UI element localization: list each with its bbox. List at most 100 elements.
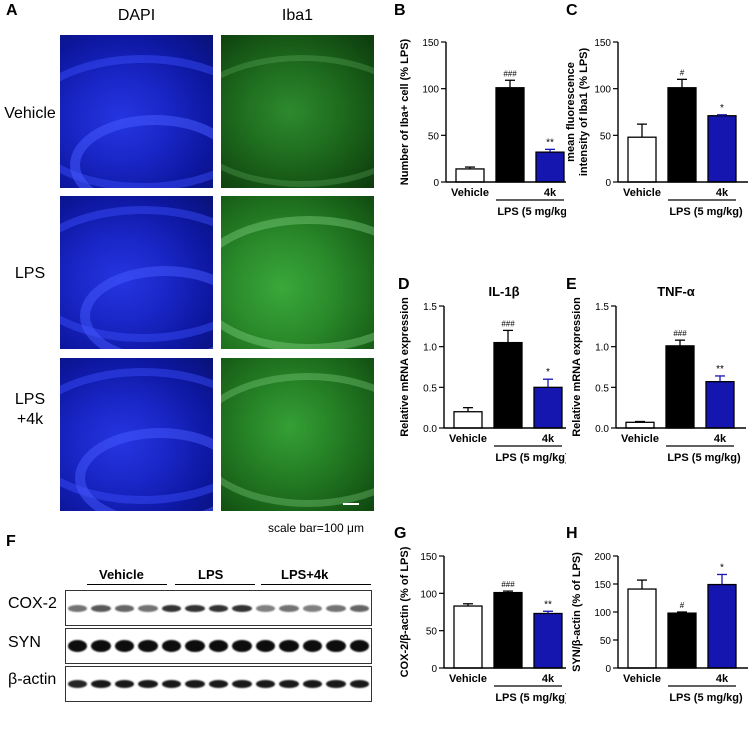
chart-title: IL-1β [488,284,519,299]
micrograph-dapi-vehicle [60,35,213,188]
wb-band [91,640,111,652]
y-axis-label: mean fluorescence [566,62,577,162]
bar-4k [535,151,565,183]
group-label: LPS (5 mg/kg) [669,692,743,704]
chart-h: 0 50 100 150 200 SYN/β-actin (% of LPS) # * Vehi… [571,552,748,704]
y-axis-label: SYN/β-actin (% of LPS) [571,552,583,672]
micrograph-iba1-lps-4k [221,358,374,511]
y-tick-label: 0.0 [595,424,609,435]
wb-band [255,604,276,612]
significance-label: ** [544,599,552,610]
x-tick-label: Vehicle [449,673,487,685]
x-tick-label: Vehicle [621,433,659,445]
wb-group-lps-4k: LPS+4k [281,567,329,582]
y-tick-label: 100 [420,589,437,600]
chart-panel-b: 0 50 100 150 Number of Iba+ cell (% LPS) ### *… [399,38,566,218]
wb-band [302,604,323,612]
wb-band [255,680,276,688]
significance-label: ### [673,329,687,338]
wb-label-beta-actin: β-actin [8,671,57,688]
wb-band [91,604,111,612]
significance-label: # [680,601,685,610]
bar-vehicle [455,168,485,183]
chart-title: TNF-α [657,284,695,299]
row-label-vehicle: Vehicle [4,105,56,122]
significance-label: ** [546,137,554,148]
y-tick-label: 200 [594,552,611,563]
wb-band [349,604,369,612]
wb-band [279,604,299,612]
panel-letter-h: H [566,525,578,542]
significance-label: * [720,103,724,114]
scale-bar-label: scale bar=100 μm [268,521,364,535]
column-header-dapi: DAPI [117,7,156,24]
wb-band [232,604,252,612]
panel-letter-b: B [394,2,406,19]
scale-bar-line [343,503,359,505]
bar-lps [667,87,697,183]
x-tick-label: 4k [544,187,557,199]
bar-vehicle [627,588,657,669]
wb-band [208,604,229,612]
chart-c: 0 50 100 150 mean fluorescence intensity of I… [566,38,748,218]
wb-band [232,680,252,688]
bar-lps [665,345,695,429]
bar-4k [707,115,737,183]
bar-4k [705,380,735,429]
wb-band [302,680,323,688]
significance-label: ### [501,580,515,589]
wb-band [161,640,182,652]
chart-e: TNF-α 0.0 0.5 1.0 1.5 Relative mRNA expressio… [571,284,746,464]
bar-lps [493,591,523,669]
bar-4k [533,612,563,669]
micrograph-iba1-vehicle [221,35,374,188]
y-tick-label: 0 [605,178,611,189]
wb-band [68,640,88,652]
y-axis-label: Number of Iba+ cell (% LPS) [399,38,411,185]
significance-label: ** [716,364,724,375]
y-axis-label: Relative mRNA expression [571,297,583,437]
panel-letter-a: A [6,2,18,19]
wb-band [114,680,135,688]
wb-band [114,604,135,612]
y-tick-label: 50 [426,627,438,638]
wb-band [232,640,252,652]
significance-label: # [680,68,685,77]
y-tick-label: 150 [420,552,437,563]
wb-group-labels: Vehicle LPS LPS+4k [65,560,375,590]
x-tick-label: 4k [716,673,729,685]
group-label: LPS (5 mg/kg) [497,206,566,218]
y-tick-label: 50 [600,131,612,142]
y-tick-label: 0 [605,664,611,675]
y-axis-label: Relative mRNA expression [399,297,411,437]
wb-strip-beta-actin [65,666,372,702]
y-axis-label: COX-2/β-actin (% of LPS) [399,546,411,677]
wb-band [91,680,111,688]
y-tick-label: 150 [594,580,611,591]
wb-band [208,640,229,652]
significance-label: ### [501,319,515,328]
wb-band [326,604,346,612]
wb-band [68,604,88,612]
x-tick-label: 4k [542,433,555,445]
column-header-iba1: Iba1 [281,7,314,24]
y-tick-label: 0 [433,178,439,189]
significance-label: * [546,367,550,378]
chart-d: IL-1β 0.0 0.5 1.0 1.5 Relative mRNA expressio… [399,284,566,464]
wb-band [185,640,205,652]
y-tick-label: 100 [594,85,611,96]
wb-band [161,604,182,612]
panel-letter-f: F [6,533,16,550]
y-tick-label: 50 [428,131,440,142]
bar-4k [533,386,563,429]
wb-group-lps-line [175,584,255,585]
bar-vehicle [625,421,655,429]
micrograph-iba1-lps [221,196,374,349]
bar-vehicle [453,411,483,429]
bar-vehicle [627,136,657,183]
y-tick-label: 1.0 [423,343,437,354]
wb-strip-syn [65,628,372,664]
x-tick-label: Vehicle [451,187,489,199]
chart-panel-c: 0 50 100 150 mean fluorescence intensity of I… [566,38,748,218]
significance-label: * [720,562,724,573]
